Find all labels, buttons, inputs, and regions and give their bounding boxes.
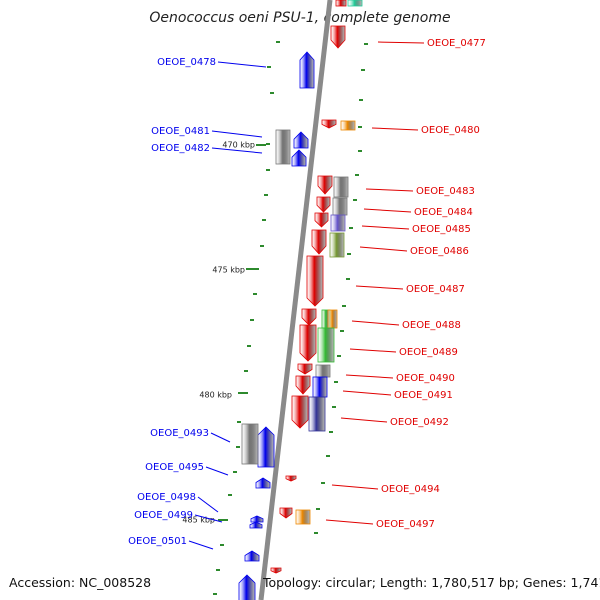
forward-label-leader [342, 390, 392, 396]
forward-label-leader [363, 208, 412, 213]
scale-label: 480 kbp [199, 391, 232, 400]
scale-label: 485 kbp [182, 516, 215, 525]
cog-feature-block [295, 509, 311, 525]
scale-label: 470 kbp [222, 141, 255, 150]
forward-gene-label: OEOE_0494 [381, 484, 440, 495]
forward-gene-label: OEOE_0497 [376, 519, 435, 530]
forward-label-leader [351, 320, 400, 326]
forward-label-leader [349, 348, 397, 353]
reverse-label-leader [217, 61, 267, 68]
reverse-gene-arrow [257, 426, 275, 468]
forward-label-leader [340, 417, 388, 423]
cog-feature-block [347, 0, 363, 7]
cog-feature-block [327, 309, 338, 329]
cog-feature-block [333, 176, 349, 198]
forward-label-leader [325, 519, 374, 525]
forward-gene-arrow [295, 375, 311, 395]
reverse-gene-label: OEOE_0481 [151, 126, 210, 137]
forward-gene-arrow [317, 175, 333, 195]
reverse-gene-label: OEOE_0478 [157, 57, 216, 68]
reverse-gene-arrow [291, 149, 307, 167]
scale-label: 475 kbp [212, 266, 245, 275]
reverse-gene-arrow [238, 574, 256, 600]
reverse-label-leader [188, 540, 214, 550]
forward-gene-label: OEOE_0489 [399, 347, 458, 358]
reverse-label-leader [210, 432, 231, 443]
forward-label-leader [377, 41, 425, 44]
forward-label-leader [361, 225, 410, 230]
cog-feature-block [332, 197, 348, 216]
forward-label-leader [345, 374, 394, 379]
cog-feature-block [330, 214, 346, 232]
forward-gene-label: OEOE_0485 [412, 224, 471, 235]
forward-gene-arrow [314, 212, 329, 228]
cog-feature-block [312, 376, 328, 398]
forward-gene-arrow [285, 475, 297, 482]
reverse-gene-label: OEOE_0482 [151, 143, 210, 154]
forward-gene-label: OEOE_0487 [406, 284, 465, 295]
cog-feature-block [329, 232, 345, 258]
forward-gene-arrow [299, 324, 317, 362]
cog-feature-block [308, 396, 326, 432]
reverse-gene-label: OEOE_0501 [128, 536, 187, 547]
forward-label-leader [359, 246, 408, 252]
forward-gene-label: OEOE_0492 [390, 417, 449, 428]
reverse-gene-arrow [299, 51, 315, 89]
forward-gene-label: OEOE_0488 [402, 320, 461, 331]
forward-gene-arrow [279, 507, 293, 519]
reverse-gene-label: OEOE_0498 [137, 492, 196, 503]
forward-gene-arrow [297, 363, 313, 375]
reverse-gene-arrow [293, 131, 309, 149]
forward-gene-label: OEOE_0486 [410, 246, 469, 257]
forward-gene-label: OEOE_0491 [394, 390, 453, 401]
forward-gene-label: OEOE_0480 [421, 125, 480, 136]
reverse-gene-label: OEOE_0493 [150, 428, 209, 439]
forward-gene-label: OEOE_0483 [416, 186, 475, 197]
forward-gene-arrow [330, 25, 346, 49]
reverse-label-leader [194, 514, 223, 523]
reverse-gene-arrow [249, 521, 263, 529]
reverse-label-leader [211, 147, 263, 154]
forward-gene-arrow [311, 229, 327, 255]
forward-gene-label: OEOE_0477 [427, 38, 486, 49]
forward-gene-arrow [306, 255, 324, 307]
reverse-gene-label: OEOE_0495 [145, 462, 204, 473]
reverse-label-leader [197, 496, 219, 513]
forward-gene-label: OEOE_0490 [396, 373, 455, 384]
forward-label-leader [365, 188, 414, 192]
reverse-gene-arrow [255, 477, 271, 489]
reverse-gene-arrow [244, 550, 260, 562]
forward-gene-arrow [270, 567, 282, 574]
reverse-label-leader [211, 130, 263, 138]
forward-gene-arrow [316, 196, 331, 213]
forward-gene-arrow [291, 395, 309, 429]
accession-text: Accession: NC_008528 [9, 575, 152, 590]
genome-backbone [258, 0, 333, 600]
forward-gene-label: OEOE_0484 [414, 207, 473, 218]
genome-title: Oenococcus oeni PSU-1, complete genome [149, 10, 451, 26]
cog-feature-block [315, 364, 331, 378]
cog-feature-block [340, 120, 356, 131]
forward-gene-arrow [321, 119, 337, 129]
forward-gene-arrow [301, 308, 317, 326]
reverse-gene-arrow [250, 515, 264, 523]
reverse-gene-label: OEOE_0499 [134, 510, 193, 521]
forward-label-leader [355, 285, 404, 290]
cog-feature-block [241, 423, 259, 465]
genome-summary-text: Topology: circular; Length: 1,780,517 bp… [263, 575, 600, 590]
cog-feature-block [275, 129, 291, 165]
forward-label-leader [371, 127, 419, 131]
cog-feature-block [317, 327, 335, 363]
cog-feature-block [335, 0, 347, 7]
forward-label-leader [331, 484, 379, 490]
reverse-label-leader [205, 466, 229, 476]
